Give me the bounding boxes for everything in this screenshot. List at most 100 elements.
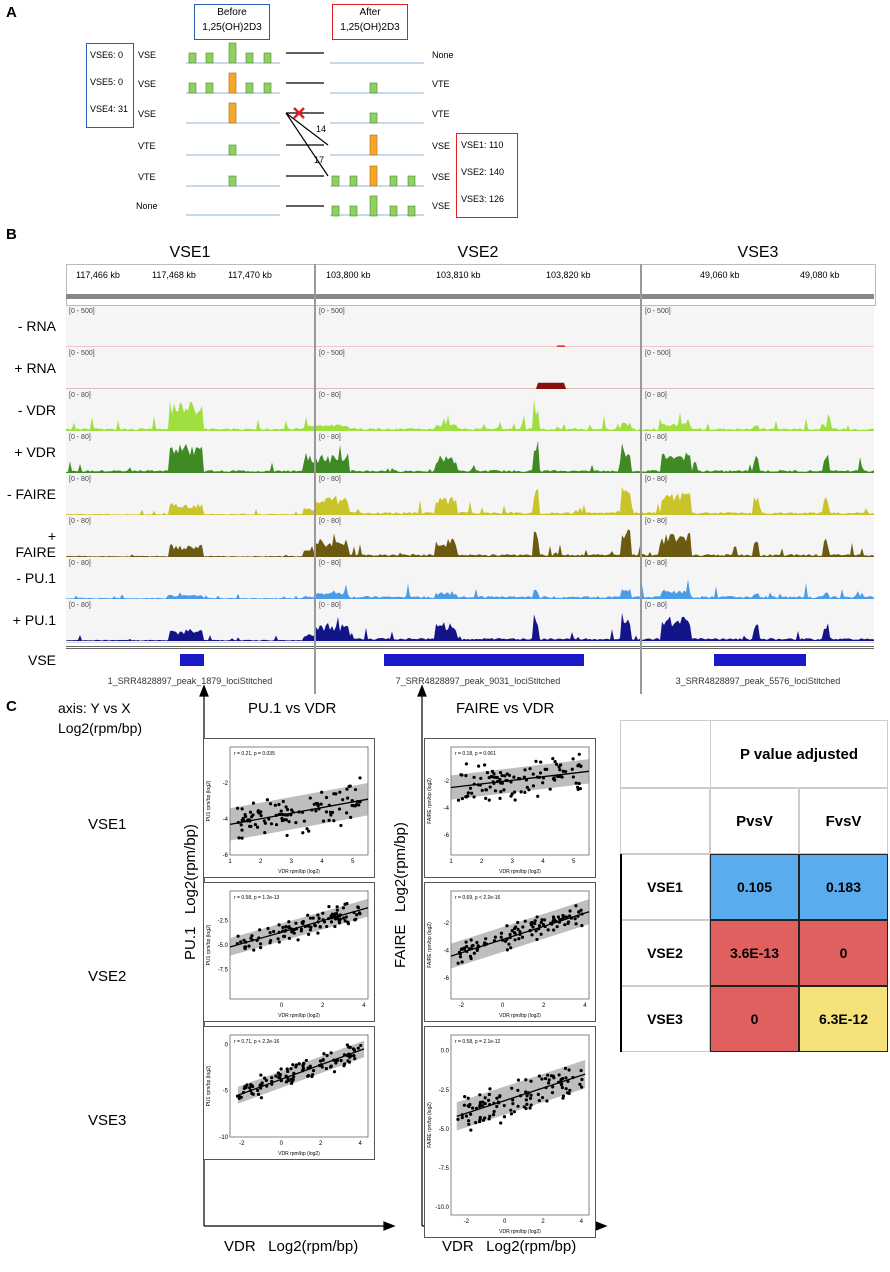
data-point — [337, 807, 342, 811]
x-tick-label: 1 — [228, 859, 232, 865]
data-point — [332, 1070, 337, 1074]
data-point — [509, 946, 513, 950]
data-point — [315, 802, 319, 806]
data-point — [262, 819, 266, 823]
data-point — [503, 774, 507, 778]
data-point — [267, 817, 271, 821]
data-point — [555, 925, 559, 929]
data-point — [237, 836, 241, 840]
data-point — [571, 757, 575, 761]
y-axis-title: PU1 rpm/bp (log2) — [206, 924, 212, 965]
tick-vse2-1: 103,810 kb — [436, 270, 481, 280]
data-point — [325, 924, 329, 929]
data-point — [528, 1106, 532, 1110]
y-axis-title: PU1 rpm/bp (log2) — [206, 780, 212, 821]
data-point — [263, 821, 267, 825]
data-point — [341, 906, 346, 910]
data-point — [510, 792, 514, 796]
data-point — [561, 769, 565, 773]
data-point — [474, 1120, 478, 1125]
data-point — [551, 777, 556, 781]
data-point — [327, 905, 331, 909]
data-point — [514, 925, 518, 929]
data-point — [507, 942, 511, 946]
y-tick-label: -6 — [444, 833, 450, 839]
y-tick-label: -5.0 — [439, 1127, 450, 1133]
track-coverage-6 — [66, 579, 874, 599]
data-point — [290, 1079, 294, 1084]
data-point — [350, 803, 354, 808]
data-point — [255, 825, 260, 829]
data-point — [507, 773, 511, 777]
data-point — [279, 809, 283, 813]
data-point — [337, 921, 342, 925]
track-range-7-1: [0 - 80] — [319, 602, 341, 609]
data-point — [524, 1078, 528, 1082]
right-count-box: VSE1: 110 VSE2: 140 VSE3: 126 — [456, 133, 518, 218]
data-point — [466, 1096, 470, 1100]
data-point — [306, 1074, 311, 1078]
data-point — [251, 1084, 255, 1089]
data-point — [464, 774, 468, 778]
data-point — [516, 1088, 520, 1093]
data-point — [484, 788, 488, 792]
data-point — [286, 1069, 290, 1074]
data-point — [543, 767, 547, 771]
data-point — [537, 1098, 541, 1103]
data-point — [525, 785, 529, 789]
tick-vse1-2: 117,470 kb — [228, 270, 272, 280]
data-point — [313, 923, 317, 927]
data-point — [357, 911, 362, 915]
stat-annotation: r = 0.69, p < 2.2e-16 — [455, 895, 501, 901]
x-tick-label: -2 — [459, 1003, 465, 1009]
data-point — [355, 913, 359, 917]
y-tick-label: -4 — [444, 806, 450, 812]
track-range-7-2: [0 - 80] — [645, 602, 667, 609]
data-point — [352, 1054, 356, 1058]
data-point — [523, 768, 527, 772]
data-point — [338, 790, 342, 794]
data-point — [574, 904, 578, 908]
x-tick-label: 1 — [449, 859, 453, 865]
track-range-0-0: [0 - 500] — [69, 308, 95, 315]
data-point — [483, 1116, 487, 1120]
arrow-label-14: 14 — [316, 124, 327, 134]
data-point — [579, 1068, 583, 1073]
data-point — [245, 1083, 249, 1087]
data-point — [256, 810, 260, 814]
data-point — [312, 802, 316, 806]
data-point — [307, 829, 311, 833]
data-point — [579, 908, 583, 912]
row3-after: VTE — [432, 109, 450, 119]
data-point — [527, 788, 531, 792]
track-range-1-2: [0 - 500] — [645, 350, 671, 357]
data-point — [268, 931, 272, 935]
fit-line — [450, 911, 590, 957]
data-point — [292, 1075, 296, 1079]
track-label-0: - RNA — [17, 318, 56, 334]
data-point — [557, 1073, 561, 1077]
data-point — [301, 922, 305, 926]
data-point — [464, 1114, 469, 1118]
x-tick-label: 4 — [541, 859, 545, 865]
data-point — [558, 768, 562, 772]
data-point — [236, 934, 240, 938]
data-point — [460, 1116, 464, 1120]
data-point — [347, 784, 351, 788]
data-point — [251, 813, 255, 817]
data-point — [482, 763, 487, 767]
data-point — [484, 937, 488, 941]
data-point — [513, 798, 517, 802]
data-point — [274, 1074, 278, 1078]
data-point — [285, 807, 290, 812]
data-point — [505, 948, 509, 952]
data-point — [541, 781, 545, 785]
right-count-vse1: VSE1: 110 — [461, 140, 504, 150]
data-point — [571, 775, 575, 779]
data-point — [533, 919, 537, 923]
data-point — [551, 757, 555, 761]
data-point — [289, 1067, 293, 1071]
data-point — [557, 765, 561, 769]
data-point — [539, 760, 543, 764]
data-point — [492, 1109, 496, 1114]
